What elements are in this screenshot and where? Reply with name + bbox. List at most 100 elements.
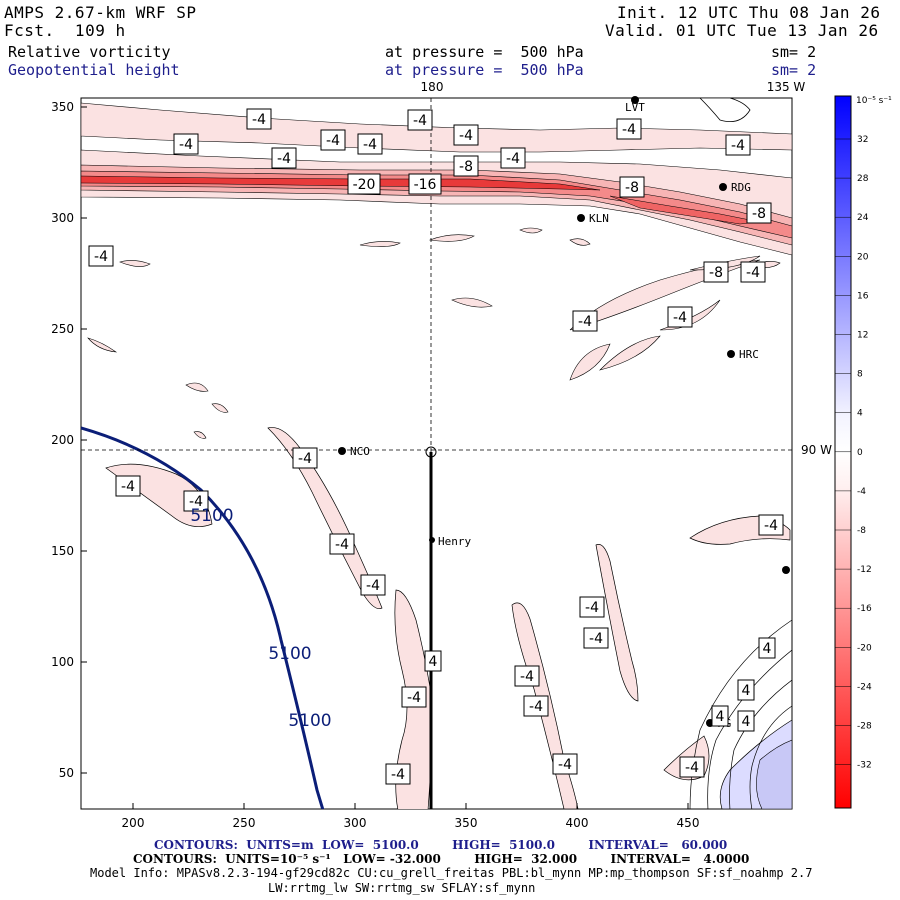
vorticity-label-box <box>408 173 442 195</box>
field1-level: at pressure = 500 hPa <box>385 43 584 61</box>
colorbar-tick-label: -32 <box>857 761 872 771</box>
vorticity-label-box <box>271 147 297 169</box>
colorbar-ticks: 32 28 24 20 16 12 8 4 0 -4 -8 -12 -16 -20 -24 -28 -32 <box>835 135 872 771</box>
vorticity-label: -4 <box>121 479 135 495</box>
vorticity-label-box <box>453 155 479 177</box>
x-tick-450: 450 <box>677 816 700 830</box>
site-rdg: RDG <box>731 181 751 194</box>
vorticity-label: 4 <box>742 683 751 699</box>
colorbar-tick-label: -28 <box>857 722 872 732</box>
valid-time: Valid. 01 UTC Tue 13 Jan 26 <box>605 21 879 40</box>
x-tick-350: 350 <box>455 816 478 830</box>
lon-label-90w: 90 W <box>801 443 832 457</box>
vorticity-contour-labels: -4 -4 -4 -4 -4 -4 -4 -4 -4 -4 -8 -20 -16 -8 -8 -4 -8 -4 -4… <box>88 108 784 785</box>
colorbar-tick-label: 20 <box>857 252 869 262</box>
site-kln: KLN <box>589 212 609 225</box>
colorbar-tick-label: -12 <box>857 565 872 575</box>
model-info-physics: LW:rrtmg_lw SW:rrtmg_sw SFLAY:sf_mynn <box>268 881 536 895</box>
vorticity-label: 4 <box>742 714 751 730</box>
vorticity-label-box <box>725 134 751 156</box>
height-label: 5100 <box>190 506 233 526</box>
vorticity-label: -4 <box>335 537 349 553</box>
vorticity-label: -4 <box>746 265 760 281</box>
vorticity-label: -4 <box>506 151 520 167</box>
vorticity-label-box <box>579 596 605 618</box>
vorticity-label-box <box>401 686 427 708</box>
vorticity-label-box <box>407 109 433 131</box>
vorticity-label: -4 <box>585 600 599 616</box>
field2-name: Geopotential height <box>8 61 180 79</box>
vorticity-label-box <box>737 679 755 701</box>
vorticity-label-box <box>183 490 209 512</box>
vorticity-label-box <box>746 202 772 224</box>
vorticity-label-box <box>758 637 776 659</box>
vorticity-label: -4 <box>529 699 543 715</box>
vorticity-label: -4 <box>407 690 421 706</box>
geopotential-5100-contour <box>81 426 325 809</box>
colorbar-tick-label: 16 <box>857 291 869 301</box>
vorticity-label: -4 <box>558 757 572 773</box>
lon-label-135w: 135 W <box>767 80 806 94</box>
y-tick-150: 150 <box>51 544 74 558</box>
vorticity-label-box <box>667 306 693 328</box>
vorticity-label-box <box>740 261 766 283</box>
colorbar-tick-label: 4 <box>857 409 863 419</box>
model-title: AMPS 2.67-km WRF SP <box>4 3 197 22</box>
vorticity-label-box <box>758 514 784 536</box>
vorticity-label: -8 <box>709 265 723 281</box>
y-tick-50: 50 <box>59 766 74 780</box>
vorticity-label: -4 <box>189 494 203 510</box>
vorticity-label-box <box>552 753 578 775</box>
vorticity-label: -4 <box>685 760 699 776</box>
colorbar-tick-label: -8 <box>857 526 866 536</box>
vorticity-label: -4 <box>459 128 473 144</box>
vorticity-label-box <box>347 173 381 195</box>
vorticity-label-box <box>679 756 705 778</box>
vorticity-label: -4 <box>179 137 193 153</box>
field1-smoothing: sm= 2 <box>771 43 817 61</box>
vorticity-label-box <box>173 133 199 155</box>
vorticity-label-box <box>320 129 346 151</box>
vorticity-label: -4 <box>731 138 745 154</box>
vorticity-label: -4 <box>391 767 405 783</box>
vorticity-label: -4 <box>622 122 636 138</box>
colorbar-tick-label: 12 <box>857 331 868 341</box>
vorticity-label: -4 <box>326 133 340 149</box>
vorticity-label-box <box>88 245 114 267</box>
vorticity-label: -4 <box>366 578 380 594</box>
y-tick-300: 300 <box>51 211 74 225</box>
lon-label-180: 180 <box>421 80 444 94</box>
vorticity-label: 4 <box>429 654 438 670</box>
y-tick-350: 350 <box>51 100 74 114</box>
colorbar-tick-label: 32 <box>857 135 868 145</box>
vorticity-label: -16 <box>414 177 437 193</box>
height-contour-labels: 5100 5100 5100 <box>190 506 331 731</box>
vorticity-contour-info: CONTOURS: UNITS=10⁻⁵ s⁻¹ LOW= -32.000 HI… <box>133 852 750 866</box>
site-henry: Henry <box>438 535 471 548</box>
vorticity-label: -4 <box>252 112 266 128</box>
vorticity-label-box <box>703 261 729 283</box>
colorbar-tick-label: 0 <box>857 448 863 458</box>
colorbar-tick-label: -16 <box>857 604 872 614</box>
vorticity-label: -4 <box>673 310 687 326</box>
vorticity-label-box <box>616 118 642 140</box>
vorticity-label-box <box>115 475 141 497</box>
vorticity-label: -4 <box>764 518 778 534</box>
colorbar-tick-label: -24 <box>857 682 872 692</box>
vorticity-label-box <box>329 533 355 555</box>
vorticity-label: -8 <box>752 206 766 222</box>
x-tick-400: 400 <box>566 816 589 830</box>
site-nco: NCO <box>350 445 370 458</box>
init-time: Init. 12 UTC Thu 08 Jan 26 <box>617 3 881 22</box>
colorbar-unit: 10⁻⁵ s⁻¹ <box>856 96 892 106</box>
vorticity-label: -4 <box>589 631 603 647</box>
vorticity-label: -4 <box>94 249 108 265</box>
x-tick-300: 300 <box>344 816 367 830</box>
axis-ticks <box>81 106 689 809</box>
vorticity-label: -4 <box>520 669 534 685</box>
field2-level: at pressure = 500 hPa <box>385 61 584 79</box>
height-label: 5100 <box>268 644 311 664</box>
vorticity-label-box <box>737 710 755 732</box>
height-label: 5100 <box>288 711 331 731</box>
y-tick-100: 100 <box>51 655 74 669</box>
